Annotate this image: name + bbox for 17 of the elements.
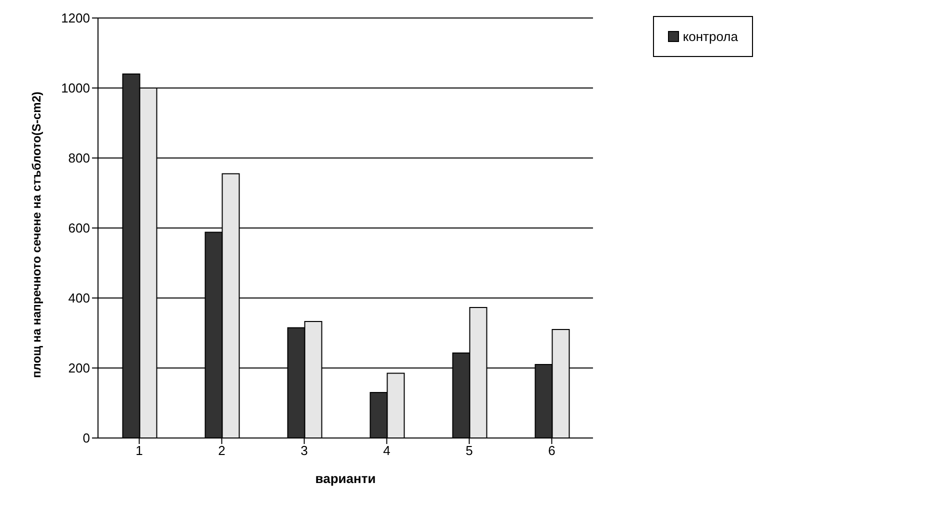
y-tick-label: 400 bbox=[68, 290, 90, 306]
x-tick-label: 2 bbox=[218, 443, 226, 458]
x-tick-label: 4 bbox=[383, 443, 390, 458]
legend-frame: контрола bbox=[652, 16, 753, 57]
x-axis-title: варианти bbox=[315, 471, 376, 486]
y-tick-label: 1200 bbox=[61, 10, 90, 26]
y-tick-label: 0 bbox=[82, 430, 90, 446]
x-tick-label: 1 bbox=[136, 443, 143, 458]
y-axis-title: площ на напречното сечене на стъблото(S-cm2) bbox=[29, 92, 44, 378]
y-tick-label: 200 bbox=[68, 360, 90, 376]
y-tick-label: 1000 bbox=[61, 80, 90, 96]
y-tick-label: 600 bbox=[68, 220, 90, 236]
x-tick-label: 3 bbox=[300, 443, 308, 458]
x-tick-label: 5 bbox=[466, 443, 473, 458]
legend-label: контрола bbox=[682, 29, 738, 44]
y-tick-label: 800 bbox=[68, 150, 90, 166]
x-tick-label: 6 bbox=[548, 443, 556, 458]
